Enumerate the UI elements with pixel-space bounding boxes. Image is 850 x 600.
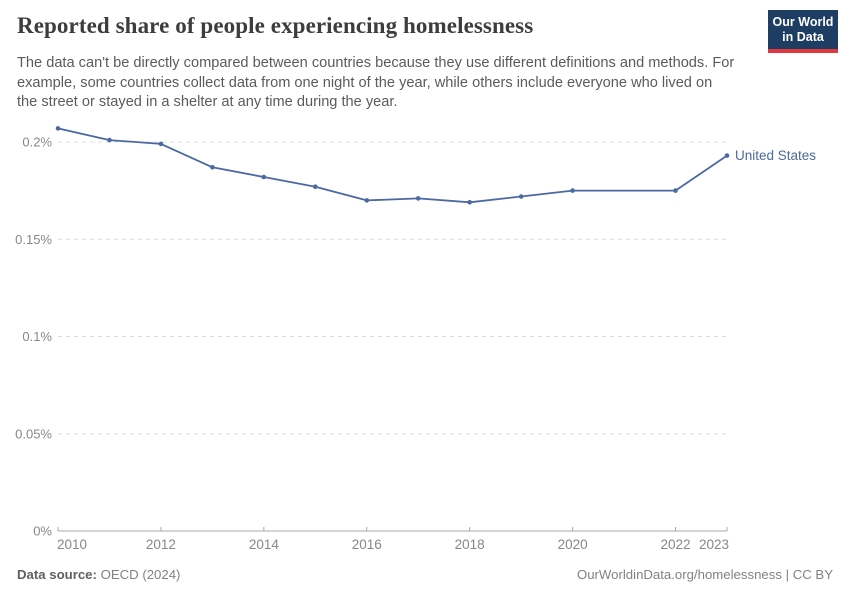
chart-subtitle: The data can't be directly compared betw… xyxy=(17,54,734,113)
data-point-2012[interactable] xyxy=(158,141,164,147)
x-tick-label: 2023 xyxy=(699,537,729,552)
entity-label: United States xyxy=(735,148,816,163)
y-tick-label: 0% xyxy=(33,524,52,539)
x-tick-label: 2020 xyxy=(558,537,588,552)
data-point-2013[interactable] xyxy=(210,165,215,170)
y-tick-label: 0.15% xyxy=(15,232,52,247)
subtitle-line: the street or stayed in a shelter at any… xyxy=(17,94,398,110)
data-point-2011[interactable] xyxy=(107,137,112,143)
logo-line-1: Our World xyxy=(772,15,834,29)
data-point-2022[interactable] xyxy=(673,188,678,193)
y-tick-label: 0.05% xyxy=(15,426,52,441)
x-tick-label: 2010 xyxy=(57,537,87,552)
owid-logo[interactable]: Our World in Data xyxy=(768,10,838,53)
data-point-2020[interactable] xyxy=(570,188,575,193)
x-tick-label: 2022 xyxy=(661,537,691,552)
chart-footer: Data source: OECD (2024) OurWorldinData.… xyxy=(17,567,833,582)
line-chart: 0% 0.05% 0.1% 0.15% 0.2% 2010 2012 2014 2016 2018… xyxy=(15,126,816,552)
data-point-2014[interactable] xyxy=(261,174,267,180)
data-point-2016[interactable] xyxy=(364,198,370,203)
logo-line-2: in Data xyxy=(782,29,824,44)
data-source: Data source: OECD (2024) xyxy=(17,567,180,582)
data-point-2010[interactable] xyxy=(55,126,61,131)
owid-license-link[interactable]: OurWorldinData.org/homelessness | CC BY xyxy=(576,567,833,582)
chart-area: 0% 0.05% 0.1% 0.15% 0.2% 2010 2012 2014 2016 2018… xyxy=(0,112,850,567)
x-tick-label: 2016 xyxy=(352,537,382,552)
series-line-united-states xyxy=(57,127,728,204)
data-source-label: Data source: xyxy=(17,567,97,582)
x-tick-label: 2014 xyxy=(249,537,280,552)
subtitle-line: example, some countries collect data fro… xyxy=(17,74,713,91)
x-tick-label: 2018 xyxy=(455,537,485,552)
data-source-value: OECD (2024) xyxy=(100,567,181,582)
y-tick-label: 0.1% xyxy=(22,329,52,344)
data-point-2018[interactable] xyxy=(467,200,473,205)
data-point-2015[interactable] xyxy=(313,184,318,189)
data-point-2017[interactable] xyxy=(415,196,421,201)
x-tick-label: 2012 xyxy=(146,537,176,552)
data-point-2019[interactable] xyxy=(518,194,524,199)
page-title: Reported share of people experiencing ho… xyxy=(17,13,534,38)
y-tick-label: 0.2% xyxy=(22,135,52,150)
data-point-2023[interactable] xyxy=(724,153,730,158)
subtitle-line: The data can't be directly compared betw… xyxy=(17,55,735,71)
